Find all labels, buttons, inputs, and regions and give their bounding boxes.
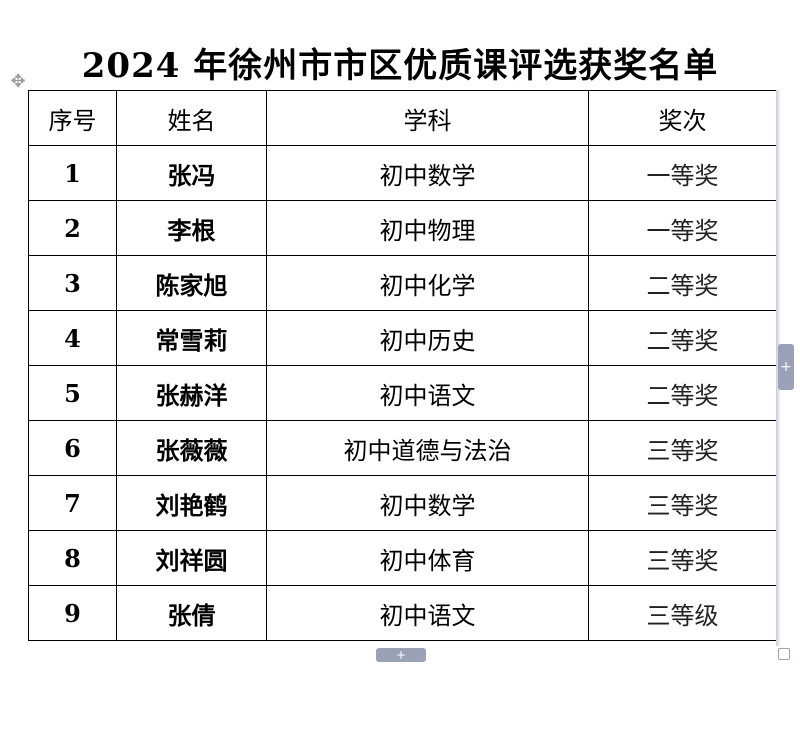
cell-award: 二等奖 [588, 255, 777, 311]
cell-no: 8 [28, 530, 117, 586]
table-row: 8 刘祥圆 初中体育 三等奖 [28, 530, 777, 586]
table-row: 2 李根 初中物理 一等奖 [28, 200, 777, 256]
add-row-handle[interactable]: + [376, 648, 426, 662]
table-row: 9 张倩 初中语文 三等级 [28, 585, 777, 641]
table-row: 1 张冯 初中数学 一等奖 [28, 145, 777, 201]
cell-name: 张赫洋 [116, 365, 267, 421]
header-name: 姓名 [116, 90, 267, 146]
plus-icon: + [780, 359, 792, 375]
cell-subject: 初中道德与法治 [266, 420, 589, 476]
cell-subject: 初中数学 [266, 475, 589, 531]
cell-no: 2 [28, 200, 117, 256]
cell-subject: 初中体育 [266, 530, 589, 586]
table-header-row: 序号 姓名 学科 奖次 [28, 90, 777, 146]
cell-no: 1 [28, 145, 117, 201]
resize-corner-icon[interactable] [778, 648, 790, 660]
cell-award: 三等奖 [588, 420, 777, 476]
table-row: 4 常雪莉 初中历史 二等奖 [28, 310, 777, 366]
award-table: 序号 姓名 学科 奖次 1 张冯 初中数学 一等奖 2 李根 初中物理 一等奖 … [28, 90, 777, 641]
cell-no: 4 [28, 310, 117, 366]
header-award: 奖次 [588, 90, 777, 146]
cell-no: 9 [28, 585, 117, 641]
cell-subject: 初中历史 [266, 310, 589, 366]
cell-no: 5 [28, 365, 117, 421]
table-row: 3 陈家旭 初中化学 二等奖 [28, 255, 777, 311]
cell-subject: 初中化学 [266, 255, 589, 311]
header-subject: 学科 [266, 90, 589, 146]
table-row: 6 张薇薇 初中道德与法治 三等奖 [28, 420, 777, 476]
cell-award: 二等奖 [588, 365, 777, 421]
cell-award: 三等奖 [588, 475, 777, 531]
cell-name: 刘艳鹤 [116, 475, 267, 531]
header-no: 序号 [28, 90, 117, 146]
cell-award: 二等奖 [588, 310, 777, 366]
cell-award: 一等奖 [588, 145, 777, 201]
table-row: 5 张赫洋 初中语文 二等奖 [28, 365, 777, 421]
cell-no: 3 [28, 255, 117, 311]
cell-name: 张倩 [116, 585, 267, 641]
cell-name: 张冯 [116, 145, 267, 201]
cell-subject: 初中语文 [266, 585, 589, 641]
cell-name: 常雪莉 [116, 310, 267, 366]
add-column-handle[interactable]: + [778, 344, 794, 390]
move-cross-icon[interactable]: ✥ [10, 71, 26, 92]
cell-no: 6 [28, 420, 117, 476]
cell-no: 7 [28, 475, 117, 531]
cell-subject: 初中物理 [266, 200, 589, 256]
cell-subject: 初中语文 [266, 365, 589, 421]
cell-name: 刘祥圆 [116, 530, 267, 586]
cell-name: 陈家旭 [116, 255, 267, 311]
cell-subject: 初中数学 [266, 145, 589, 201]
document-title: 2024 年徐州市市区优质课评选获奖名单 [81, 46, 719, 86]
cell-name: 张薇薇 [116, 420, 267, 476]
table-row: 7 刘艳鹤 初中数学 三等奖 [28, 475, 777, 531]
cell-name: 李根 [116, 200, 267, 256]
plus-icon: + [395, 648, 407, 662]
cell-award: 一等奖 [588, 200, 777, 256]
cell-award: 三等级 [588, 585, 777, 641]
cell-award: 三等奖 [588, 530, 777, 586]
